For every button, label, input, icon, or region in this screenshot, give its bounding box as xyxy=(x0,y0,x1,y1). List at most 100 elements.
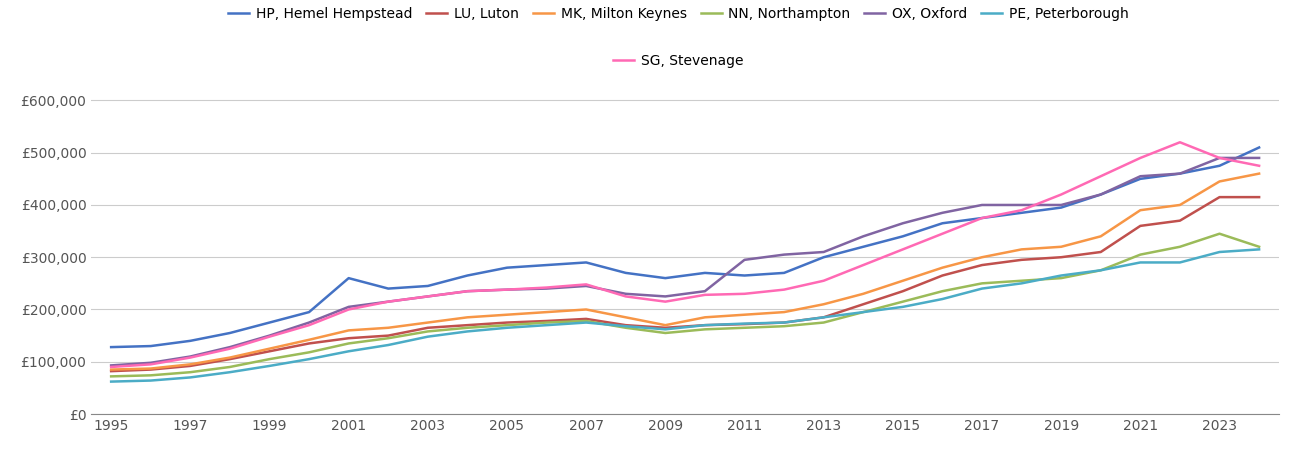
OX, Oxford xyxy=(1172,171,1188,176)
HP, Hemel Hempstead xyxy=(262,320,278,325)
PE, Peterborough xyxy=(895,304,911,310)
Line: HP, Hemel Hempstead: HP, Hemel Hempstead xyxy=(111,148,1259,347)
PE, Peterborough xyxy=(420,334,436,339)
HP, Hemel Hempstead xyxy=(1212,163,1228,168)
NN, Northampton xyxy=(697,327,713,332)
SG, Stevenage xyxy=(619,294,634,299)
OX, Oxford xyxy=(262,333,278,338)
OX, Oxford xyxy=(1133,174,1148,179)
SG, Stevenage xyxy=(1053,192,1069,197)
LU, Luton xyxy=(737,321,753,327)
MK, Milton Keynes xyxy=(816,302,831,307)
HP, Hemel Hempstead xyxy=(1133,176,1148,181)
MK, Milton Keynes xyxy=(895,278,911,284)
NN, Northampton xyxy=(1094,268,1109,273)
NN, Northampton xyxy=(1133,252,1148,257)
HP, Hemel Hempstead xyxy=(381,286,397,291)
SG, Stevenage xyxy=(895,247,911,252)
SG, Stevenage xyxy=(500,287,515,292)
NN, Northampton xyxy=(262,356,278,362)
OX, Oxford xyxy=(420,294,436,299)
PE, Peterborough xyxy=(500,325,515,330)
PE, Peterborough xyxy=(103,379,119,384)
SG, Stevenage xyxy=(222,346,238,351)
Line: NN, Northampton: NN, Northampton xyxy=(111,234,1259,376)
PE, Peterborough xyxy=(1212,249,1228,255)
LU, Luton xyxy=(420,325,436,330)
MK, Milton Keynes xyxy=(301,337,317,342)
LU, Luton xyxy=(500,320,515,325)
OX, Oxford xyxy=(658,294,673,299)
Line: LU, Luton: LU, Luton xyxy=(111,197,1259,371)
SG, Stevenage xyxy=(301,323,317,328)
LU, Luton xyxy=(1251,194,1267,200)
NN, Northampton xyxy=(578,318,594,324)
NN, Northampton xyxy=(341,341,356,346)
MK, Milton Keynes xyxy=(658,323,673,328)
HP, Hemel Hempstead xyxy=(103,344,119,350)
NN, Northampton xyxy=(975,281,990,286)
OX, Oxford xyxy=(737,257,753,262)
LU, Luton xyxy=(1133,223,1148,229)
LU, Luton xyxy=(222,356,238,362)
HP, Hemel Hempstead xyxy=(934,220,950,226)
PE, Peterborough xyxy=(856,310,872,315)
SG, Stevenage xyxy=(381,299,397,304)
OX, Oxford xyxy=(856,234,872,239)
LU, Luton xyxy=(1053,255,1069,260)
OX, Oxford xyxy=(459,288,475,294)
PE, Peterborough xyxy=(658,327,673,332)
PE, Peterborough xyxy=(697,323,713,328)
LU, Luton xyxy=(578,316,594,322)
LU, Luton xyxy=(459,323,475,328)
OX, Oxford xyxy=(341,304,356,310)
NN, Northampton xyxy=(658,330,673,336)
NN, Northampton xyxy=(856,310,872,315)
NN, Northampton xyxy=(459,325,475,330)
HP, Hemel Hempstead xyxy=(144,343,159,349)
LU, Luton xyxy=(619,323,634,328)
PE, Peterborough xyxy=(381,342,397,348)
MK, Milton Keynes xyxy=(1014,247,1030,252)
MK, Milton Keynes xyxy=(1094,234,1109,239)
PE, Peterborough xyxy=(341,349,356,354)
MK, Milton Keynes xyxy=(776,310,792,315)
SG, Stevenage xyxy=(262,334,278,339)
OX, Oxford xyxy=(776,252,792,257)
PE, Peterborough xyxy=(934,297,950,302)
PE, Peterborough xyxy=(776,320,792,325)
HP, Hemel Hempstead xyxy=(420,283,436,288)
NN, Northampton xyxy=(500,323,515,328)
Line: MK, Milton Keynes: MK, Milton Keynes xyxy=(111,174,1259,369)
LU, Luton xyxy=(301,341,317,346)
HP, Hemel Hempstead xyxy=(1172,171,1188,176)
SG, Stevenage xyxy=(816,278,831,284)
HP, Hemel Hempstead xyxy=(658,275,673,281)
NN, Northampton xyxy=(183,369,198,375)
MK, Milton Keynes xyxy=(222,355,238,360)
NN, Northampton xyxy=(103,374,119,379)
SG, Stevenage xyxy=(697,292,713,297)
MK, Milton Keynes xyxy=(697,315,713,320)
PE, Peterborough xyxy=(1094,268,1109,273)
HP, Hemel Hempstead xyxy=(895,234,911,239)
OX, Oxford xyxy=(183,354,198,359)
NN, Northampton xyxy=(381,336,397,341)
LU, Luton xyxy=(895,288,911,294)
SG, Stevenage xyxy=(144,362,159,367)
MK, Milton Keynes xyxy=(103,367,119,372)
PE, Peterborough xyxy=(1251,247,1267,252)
Line: PE, Peterborough: PE, Peterborough xyxy=(111,249,1259,382)
PE, Peterborough xyxy=(183,375,198,380)
SG, Stevenage xyxy=(183,355,198,360)
LU, Luton xyxy=(975,262,990,268)
SG, Stevenage xyxy=(459,288,475,294)
MK, Milton Keynes xyxy=(934,265,950,270)
OX, Oxford xyxy=(578,283,594,288)
OX, Oxford xyxy=(1212,155,1228,161)
NN, Northampton xyxy=(539,320,555,325)
LU, Luton xyxy=(1212,194,1228,200)
PE, Peterborough xyxy=(1053,273,1069,278)
HP, Hemel Hempstead xyxy=(816,255,831,260)
HP, Hemel Hempstead xyxy=(222,330,238,336)
